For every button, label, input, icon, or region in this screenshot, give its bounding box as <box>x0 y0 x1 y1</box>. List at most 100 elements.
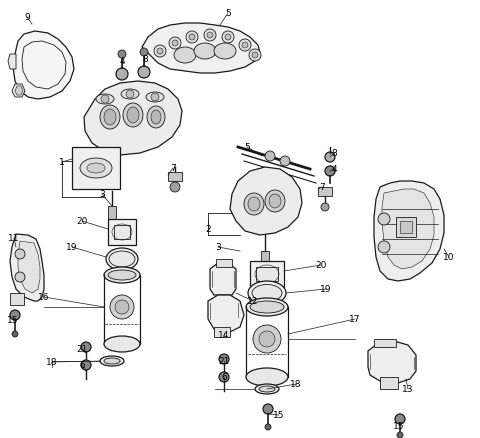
Polygon shape <box>13 32 74 100</box>
Ellipse shape <box>151 111 161 125</box>
Ellipse shape <box>244 194 264 215</box>
Circle shape <box>186 32 198 44</box>
Circle shape <box>151 94 159 102</box>
Polygon shape <box>22 42 66 90</box>
Text: 5: 5 <box>225 10 231 18</box>
Text: 13: 13 <box>402 385 414 394</box>
Ellipse shape <box>106 248 138 270</box>
Polygon shape <box>15 87 23 96</box>
Bar <box>261 251 269 263</box>
Text: 8: 8 <box>331 149 337 158</box>
Circle shape <box>126 91 134 99</box>
Text: 10: 10 <box>443 253 455 262</box>
Ellipse shape <box>246 298 288 316</box>
Circle shape <box>259 331 275 347</box>
Text: 7: 7 <box>319 183 325 192</box>
Circle shape <box>170 183 180 193</box>
Bar <box>216 259 232 267</box>
Polygon shape <box>208 295 244 333</box>
Circle shape <box>253 325 281 353</box>
Polygon shape <box>374 182 444 281</box>
Circle shape <box>81 342 91 352</box>
Circle shape <box>207 33 213 39</box>
Bar <box>72 148 120 190</box>
Bar <box>256 267 278 281</box>
Text: 18: 18 <box>46 358 58 367</box>
Text: 18: 18 <box>290 380 302 389</box>
Ellipse shape <box>194 44 216 60</box>
Circle shape <box>239 40 251 52</box>
Circle shape <box>101 96 109 104</box>
Text: 4: 4 <box>119 57 125 66</box>
Circle shape <box>10 310 20 320</box>
Polygon shape <box>382 190 434 269</box>
Ellipse shape <box>104 267 140 283</box>
Circle shape <box>242 43 248 49</box>
Polygon shape <box>12 85 25 98</box>
Text: 19: 19 <box>66 243 78 252</box>
Text: 16: 16 <box>38 293 50 302</box>
Circle shape <box>172 41 178 47</box>
Circle shape <box>397 432 403 438</box>
Ellipse shape <box>104 110 116 126</box>
Circle shape <box>219 354 229 364</box>
Ellipse shape <box>87 164 105 173</box>
Circle shape <box>378 241 390 254</box>
Circle shape <box>115 300 129 314</box>
Ellipse shape <box>265 191 285 212</box>
Bar <box>318 187 332 197</box>
Text: 21: 21 <box>218 357 230 366</box>
Circle shape <box>225 35 231 41</box>
Ellipse shape <box>108 270 136 280</box>
Circle shape <box>189 35 195 41</box>
Ellipse shape <box>250 301 284 313</box>
Circle shape <box>110 295 134 319</box>
Bar <box>250 261 284 287</box>
Text: 5: 5 <box>244 143 250 152</box>
Bar <box>400 222 412 233</box>
Circle shape <box>252 53 258 59</box>
Ellipse shape <box>269 194 281 208</box>
Circle shape <box>12 331 18 337</box>
Bar <box>168 173 182 182</box>
Text: 3: 3 <box>215 243 221 252</box>
Circle shape <box>140 49 148 57</box>
Bar <box>214 327 230 337</box>
Ellipse shape <box>104 358 120 364</box>
Ellipse shape <box>248 281 286 305</box>
Circle shape <box>249 50 261 62</box>
Polygon shape <box>210 263 236 295</box>
Text: 19: 19 <box>320 285 332 294</box>
Text: 14: 14 <box>218 331 230 340</box>
Text: 9: 9 <box>24 14 30 22</box>
Circle shape <box>395 414 405 424</box>
Ellipse shape <box>96 95 114 105</box>
Ellipse shape <box>104 336 140 352</box>
Circle shape <box>219 372 229 382</box>
Text: 15: 15 <box>393 421 405 431</box>
Circle shape <box>81 360 91 370</box>
Ellipse shape <box>123 104 143 128</box>
Text: 15: 15 <box>7 316 19 325</box>
Circle shape <box>157 49 163 55</box>
Ellipse shape <box>109 251 135 267</box>
Circle shape <box>116 69 128 81</box>
Circle shape <box>378 213 390 226</box>
Text: 11: 11 <box>8 234 20 243</box>
Ellipse shape <box>146 93 164 103</box>
Bar <box>114 226 130 240</box>
Text: 17: 17 <box>349 315 361 324</box>
Ellipse shape <box>174 48 196 64</box>
Circle shape <box>325 166 335 177</box>
Text: 6: 6 <box>79 360 85 370</box>
Circle shape <box>118 51 126 59</box>
Circle shape <box>15 249 25 259</box>
Bar <box>380 377 398 389</box>
Ellipse shape <box>246 368 288 386</box>
Ellipse shape <box>252 285 282 302</box>
Circle shape <box>154 46 166 58</box>
Text: 3: 3 <box>99 190 105 199</box>
Bar <box>396 218 416 237</box>
Circle shape <box>265 152 275 162</box>
Circle shape <box>321 204 329 212</box>
